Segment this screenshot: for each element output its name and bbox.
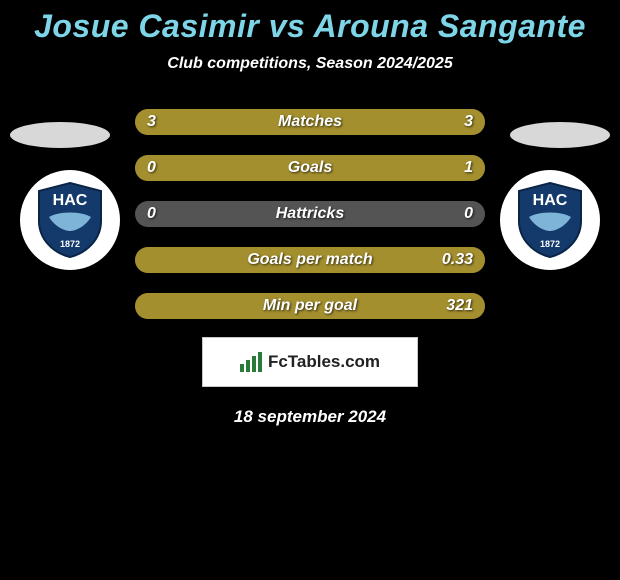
stat-value-right: 1 <box>464 159 473 177</box>
chart-icon <box>240 352 262 372</box>
player-photo-left <box>10 122 110 148</box>
club-badge-right: HAC 1872 <box>500 170 600 270</box>
svg-text:1872: 1872 <box>540 239 560 249</box>
stat-label: Min per goal <box>263 297 357 315</box>
club-badge-left: HAC 1872 <box>20 170 120 270</box>
stat-row: Matches 3 3 <box>135 109 485 135</box>
stat-label: Goals per match <box>247 251 372 269</box>
subtitle: Club competitions, Season 2024/2025 <box>0 55 620 73</box>
stat-label: Goals <box>288 159 332 177</box>
svg-text:HAC: HAC <box>533 192 568 209</box>
player-photo-right <box>510 122 610 148</box>
stat-row: Hattricks 0 0 <box>135 201 485 227</box>
stat-value-right: 3 <box>464 113 473 131</box>
brand-text: FcTables.com <box>268 352 380 372</box>
stat-row: Goals per match 0.33 <box>135 247 485 273</box>
stat-label: Hattricks <box>276 205 344 223</box>
footer-date: 18 september 2024 <box>0 407 620 427</box>
club-shield-left: HAC 1872 <box>35 181 105 259</box>
stat-value-right: 0 <box>464 205 473 223</box>
svg-text:1872: 1872 <box>60 239 80 249</box>
stat-value-right: 0.33 <box>442 251 473 269</box>
page-title: Josue Casimir vs Arouna Sangante <box>0 0 620 45</box>
stat-value-left: 0 <box>147 159 156 177</box>
stat-row: Min per goal 321 <box>135 293 485 319</box>
stat-value-left: 0 <box>147 205 156 223</box>
club-shield-right: HAC 1872 <box>515 181 585 259</box>
stat-label: Matches <box>278 113 342 131</box>
stat-value-right: 321 <box>446 297 473 315</box>
svg-text:HAC: HAC <box>53 192 88 209</box>
stat-row: Goals 0 1 <box>135 155 485 181</box>
stat-value-left: 3 <box>147 113 156 131</box>
brand-box: FcTables.com <box>202 337 418 387</box>
